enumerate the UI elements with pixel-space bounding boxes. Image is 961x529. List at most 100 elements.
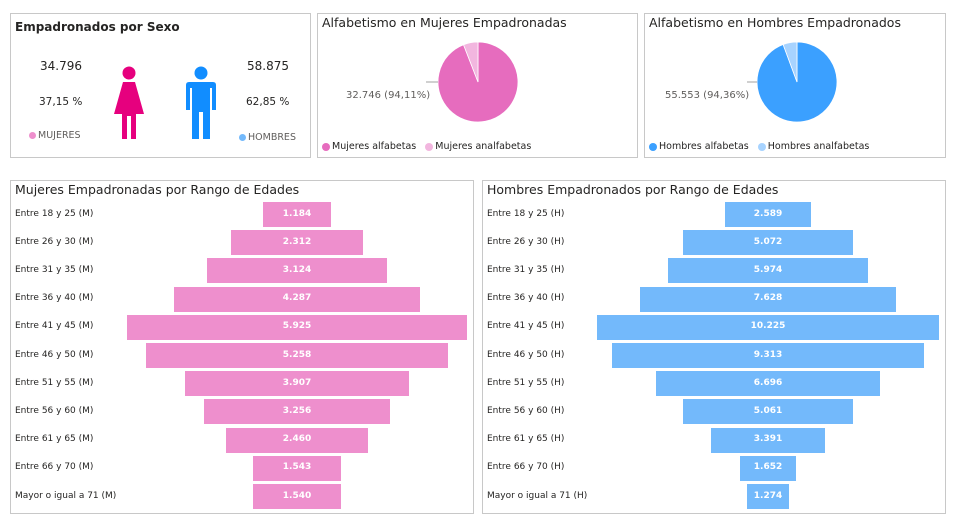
category-label: Entre 18 y 25 (M): [15, 208, 94, 219]
legend-hombres-analfabetas: Hombres analfabetas: [757, 141, 870, 152]
hombres-legend: HOMBRES: [239, 132, 296, 143]
pie-slice-1[interactable]: [463, 41, 479, 83]
category-label: Entre 51 y 55 (M): [15, 377, 94, 388]
mujeres-edades-panel: Mujeres Empadronadas por Rango de Edades…: [10, 180, 474, 514]
bar-value-label: 4.287: [282, 293, 312, 304]
mujeres-legend-label: MUJERES: [38, 130, 81, 141]
hombres-edades-chart: Entre 18 y 25 (H) 2.589 Entre 26 y 30 (H) 5…: [483, 181, 947, 515]
legend-hombres-alfabetas: Hombres alfabetas: [649, 141, 749, 152]
bar-value-label: 9.313: [753, 349, 783, 360]
legend-mujeres-analfabetas: Mujeres analfabetas: [425, 141, 531, 152]
category-label: Entre 41 y 45 (H): [487, 321, 565, 332]
mujeres-dot-icon: [29, 132, 36, 139]
hombres-pct: 62,85 %: [246, 96, 290, 108]
bar-value-label: 10.225: [750, 321, 786, 332]
bar-value-label: 5.072: [753, 236, 783, 247]
age-bar[interactable]: [226, 427, 368, 453]
category-label: Entre 36 y 40 (H): [487, 293, 565, 304]
bar-value-label: 5.925: [282, 321, 312, 332]
category-label: Entre 51 y 55 (H): [487, 377, 565, 388]
bar-value-label: 1.274: [753, 490, 783, 501]
category-label: Entre 18 y 25 (H): [487, 208, 565, 219]
alf-mujeres-legend: Mujeres alfabetas Mujeres analfabetas: [322, 141, 537, 152]
alf-hombres-legend: Hombres alfabetas Hombres analfabetas: [649, 141, 875, 152]
age-bar[interactable]: [746, 484, 790, 509]
category-label: Mayor o igual a 71 (M): [15, 490, 117, 501]
legend-dot-icon: [649, 142, 657, 151]
pie-slice-1[interactable]: [782, 41, 798, 83]
age-bar[interactable]: [683, 230, 853, 256]
mujeres-edades-chart: Entre 18 y 25 (M) 1.184 Entre 26 y 30 (M) 2…: [11, 181, 475, 515]
mujeres-pct: 37,15 %: [39, 96, 83, 108]
bar-value-label: 5.974: [753, 264, 783, 275]
age-bar[interactable]: [207, 258, 387, 284]
sexo-title: Empadronados por Sexo: [15, 20, 180, 34]
bar-value-label: 7.628: [753, 293, 783, 304]
alf-mujeres-title: Alfabetismo en Mujeres Empadronadas: [322, 15, 567, 30]
bar-value-label: 6.696: [753, 377, 783, 388]
category-label: Entre 41 y 45 (M): [15, 321, 94, 332]
alf-hombres-title: Alfabetismo en Hombres Empadronados: [649, 15, 901, 30]
sexo-panel: Empadronados por Sexo 34.796 37,15 % 58.…: [10, 13, 311, 158]
age-bar[interactable]: [252, 484, 342, 509]
alf-hombres-label: 55.553 (94,36%): [665, 90, 750, 101]
category-label: Entre 46 y 50 (M): [15, 349, 94, 360]
alf-mujeres-pie: [426, 41, 519, 123]
mujeres-count: 34.796: [40, 59, 82, 73]
alf-hombres-pie: [747, 41, 838, 123]
bar-value-label: 5.258: [282, 349, 312, 360]
age-bar[interactable]: [683, 399, 853, 425]
bar-value-label: 2.589: [753, 208, 783, 219]
category-label: Entre 31 y 35 (H): [487, 264, 565, 275]
hombres-count: 58.875: [247, 59, 289, 73]
hombres-dot-icon: [239, 134, 246, 141]
bar-value-label: 2.312: [282, 236, 312, 247]
age-bar[interactable]: [711, 427, 825, 453]
hombres-legend-label: HOMBRES: [248, 132, 296, 143]
mujeres-edades-title: Mujeres Empadronadas por Rango de Edades: [15, 182, 300, 197]
bar-value-label: 1.540: [282, 490, 312, 501]
alf-hombres-panel: Alfabetismo en Hombres Empadronados 55.5…: [644, 13, 946, 158]
legend-dot-icon: [322, 142, 330, 151]
age-bar[interactable]: [724, 202, 812, 227]
category-label: Entre 56 y 60 (M): [15, 405, 94, 416]
bar-value-label: 3.391: [753, 434, 783, 445]
bar-value-label: 1.652: [753, 462, 783, 473]
mujeres-legend: MUJERES: [29, 130, 81, 141]
age-bar[interactable]: [263, 202, 331, 227]
age-bar[interactable]: [668, 258, 868, 284]
age-bar[interactable]: [612, 343, 924, 368]
hombres-edades-title: Hombres Empadronados por Rango de Edades: [487, 182, 779, 197]
male-icon: [186, 66, 216, 139]
age-bar[interactable]: [252, 455, 342, 481]
legend-dot-icon: [757, 142, 766, 151]
age-bar[interactable]: [640, 286, 896, 312]
age-bar[interactable]: [597, 314, 939, 340]
age-bar[interactable]: [203, 399, 391, 425]
age-bar[interactable]: [146, 343, 448, 368]
bar-value-label: 1.543: [282, 462, 312, 473]
category-label: Entre 66 y 70 (M): [15, 462, 94, 473]
bar-value-label: 3.907: [282, 377, 312, 388]
category-label: Entre 26 y 30 (M): [15, 236, 94, 247]
category-label: Entre 61 y 65 (H): [487, 434, 565, 445]
age-bar[interactable]: [173, 286, 420, 312]
female-icon: [114, 66, 144, 139]
category-label: Entre 26 y 30 (H): [487, 236, 565, 247]
hombres-edades-panel: Hombres Empadronados por Rango de Edades…: [482, 180, 946, 514]
age-bar[interactable]: [230, 230, 364, 256]
age-bar[interactable]: [184, 371, 410, 397]
legend-label: Hombres alfabetas: [659, 141, 749, 152]
legend-label: Hombres analfabetas: [767, 141, 870, 152]
category-label: Entre 61 y 65 (M): [15, 434, 94, 445]
age-bar[interactable]: [656, 371, 880, 397]
legend-label: Mujeres alfabetas: [332, 141, 417, 152]
category-label: Entre 46 y 50 (H): [487, 349, 565, 360]
bar-value-label: 5.061: [753, 405, 783, 416]
age-bar[interactable]: [740, 455, 796, 481]
category-label: Entre 56 y 60 (H): [487, 405, 565, 416]
age-bar[interactable]: [127, 314, 467, 340]
category-label: Entre 36 y 40 (M): [15, 293, 94, 304]
bar-value-label: 2.460: [282, 434, 312, 445]
bar-value-label: 3.124: [282, 264, 312, 275]
